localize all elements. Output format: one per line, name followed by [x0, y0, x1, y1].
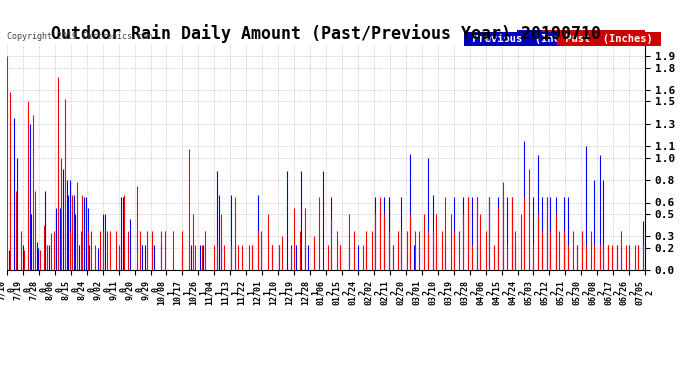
Text: Previous  (Inches): Previous (Inches) — [466, 34, 591, 44]
Text: Previous  (Inches): Previous (Inches) — [519, 32, 644, 42]
Text: Copyright 2019 Cartronics.com: Copyright 2019 Cartronics.com — [7, 32, 152, 41]
Title: Outdoor Rain Daily Amount (Past/Previous Year) 20190710: Outdoor Rain Daily Amount (Past/Previous… — [51, 24, 601, 44]
Text: Past  (Inches): Past (Inches) — [544, 32, 644, 42]
Text: Past  (Inches): Past (Inches) — [559, 34, 659, 44]
